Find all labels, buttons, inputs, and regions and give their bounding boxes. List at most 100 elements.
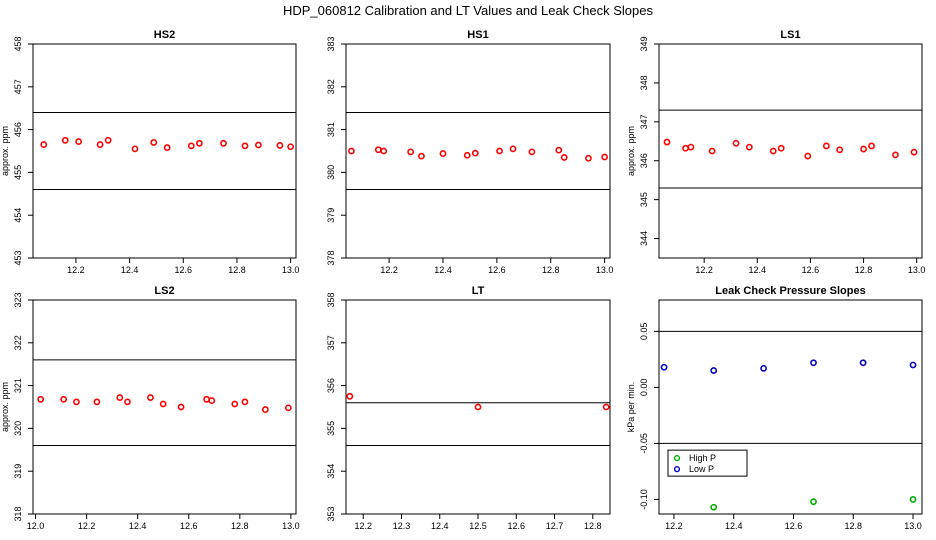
legend-marker	[673, 455, 681, 462]
data-point	[859, 359, 867, 367]
legend-box	[667, 449, 748, 477]
x-tick-label: 12.7	[546, 521, 564, 531]
y-tick-label: 455	[13, 165, 23, 180]
data-point	[187, 142, 195, 150]
data-point	[163, 144, 171, 151]
data-point	[93, 398, 101, 406]
x-tick-label: 12.2	[67, 265, 85, 275]
x-tick-label: 13.0	[596, 265, 614, 275]
x-tick-label: 12.8	[855, 265, 873, 275]
data-point	[177, 403, 185, 411]
y-tick-label: 381	[326, 122, 336, 137]
x-tick-label: 13.0	[282, 521, 300, 531]
plot-frame	[32, 43, 297, 259]
y-tick-label: 347	[639, 114, 649, 129]
data-point	[116, 394, 124, 401]
x-tick-label: 12.5	[469, 521, 487, 531]
data-point	[195, 139, 203, 147]
panel-1: HS1 12.2 12.4 12.6 12.8 13.0 378 379 380 381 382 38…	[326, 29, 613, 275]
x-tick-label: 12.6	[785, 521, 803, 531]
panel-title: LT	[472, 285, 485, 297]
data-point	[75, 138, 83, 145]
data-point	[892, 151, 899, 159]
legend-marker	[673, 466, 681, 473]
y-tick-label: 357	[326, 335, 336, 350]
y-tick-label: 346	[639, 153, 649, 168]
y-tick-label: 378	[326, 250, 336, 265]
y-axis-label: kPa per min.	[626, 382, 636, 433]
data-point	[777, 144, 785, 152]
data-point	[496, 147, 503, 155]
x-tick-label: 12.2	[380, 265, 398, 275]
data-point	[602, 403, 610, 411]
data-point	[585, 154, 592, 162]
data-point	[147, 394, 154, 401]
x-tick-label: 12.0	[27, 521, 45, 531]
data-point	[804, 152, 812, 160]
x-tick-label: 12.4	[725, 521, 743, 531]
y-tick-label: 383	[326, 36, 336, 51]
y-tick-label: 348	[639, 75, 649, 90]
data-point	[682, 144, 689, 152]
data-point	[560, 154, 568, 161]
y-tick-label: 458	[13, 36, 23, 51]
data-point	[418, 152, 425, 160]
panel-title: HS1	[467, 29, 488, 41]
x-tick-label: 12.4	[121, 265, 139, 275]
plot-frame	[345, 43, 611, 259]
y-tick-label: 349	[639, 36, 649, 51]
y-tick-label: 457	[13, 79, 23, 94]
legend-label: High P	[689, 453, 716, 463]
y-tick-label: 456	[13, 122, 23, 137]
data-point	[471, 149, 479, 157]
y-tick-label: 379	[326, 208, 336, 223]
panel-3: LS2 12.0 12.2 12.4 12.6 12.8 13.0 318 319 320 321 3…	[0, 285, 300, 531]
panel-title: LS2	[154, 285, 174, 297]
x-tick-label: 12.6	[507, 521, 525, 531]
y-tick-label: 320	[13, 421, 23, 436]
x-tick-label: 12.4	[129, 521, 147, 531]
plot-frame	[345, 299, 611, 515]
data-point	[760, 364, 768, 372]
y-tick-label: 454	[13, 208, 23, 223]
data-point	[276, 142, 284, 149]
data-point	[261, 406, 269, 413]
data-point	[860, 145, 867, 153]
data-point	[131, 145, 139, 153]
y-tick-label: 355	[326, 421, 336, 436]
data-point	[601, 153, 609, 161]
data-point	[710, 367, 718, 374]
x-tick-label: 12.2	[78, 521, 96, 531]
data-point	[868, 142, 875, 150]
data-point	[810, 359, 817, 367]
data-point	[663, 138, 671, 146]
y-tick-label: 358	[326, 292, 336, 307]
x-tick-label: 12.4	[749, 265, 767, 275]
data-point	[255, 141, 262, 149]
data-point	[346, 392, 354, 400]
y-tick-label: 318	[13, 506, 23, 521]
x-tick-label: 12.2	[695, 265, 713, 275]
data-point	[241, 398, 249, 406]
y-tick-label: 0.00	[639, 379, 649, 397]
data-point	[732, 139, 740, 147]
data-point	[231, 400, 239, 408]
panel-0: HS2 12.2 12.4 12.6 12.8 13.0 453 454 455 456 457 45…	[0, 29, 299, 275]
panel-2: LS1 12.2 12.4 12.6 12.8 13.0 344 345 346 347 348 34…	[626, 29, 925, 275]
data-point	[909, 361, 917, 369]
data-point	[910, 148, 918, 156]
plot-frame	[658, 43, 923, 259]
x-tick-label: 12.6	[175, 265, 193, 275]
data-point	[287, 143, 295, 151]
plot-frame	[32, 299, 297, 515]
x-tick-label: 12.2	[354, 521, 372, 531]
data-point	[407, 148, 415, 156]
y-tick-label: 321	[13, 378, 23, 393]
legend-label: Low P	[689, 464, 714, 474]
data-point	[241, 142, 249, 150]
data-point	[96, 141, 104, 148]
data-point	[380, 147, 388, 155]
figure-title: HDP_060812 Calibration and LT Values and…	[283, 3, 654, 18]
data-point	[37, 395, 45, 403]
